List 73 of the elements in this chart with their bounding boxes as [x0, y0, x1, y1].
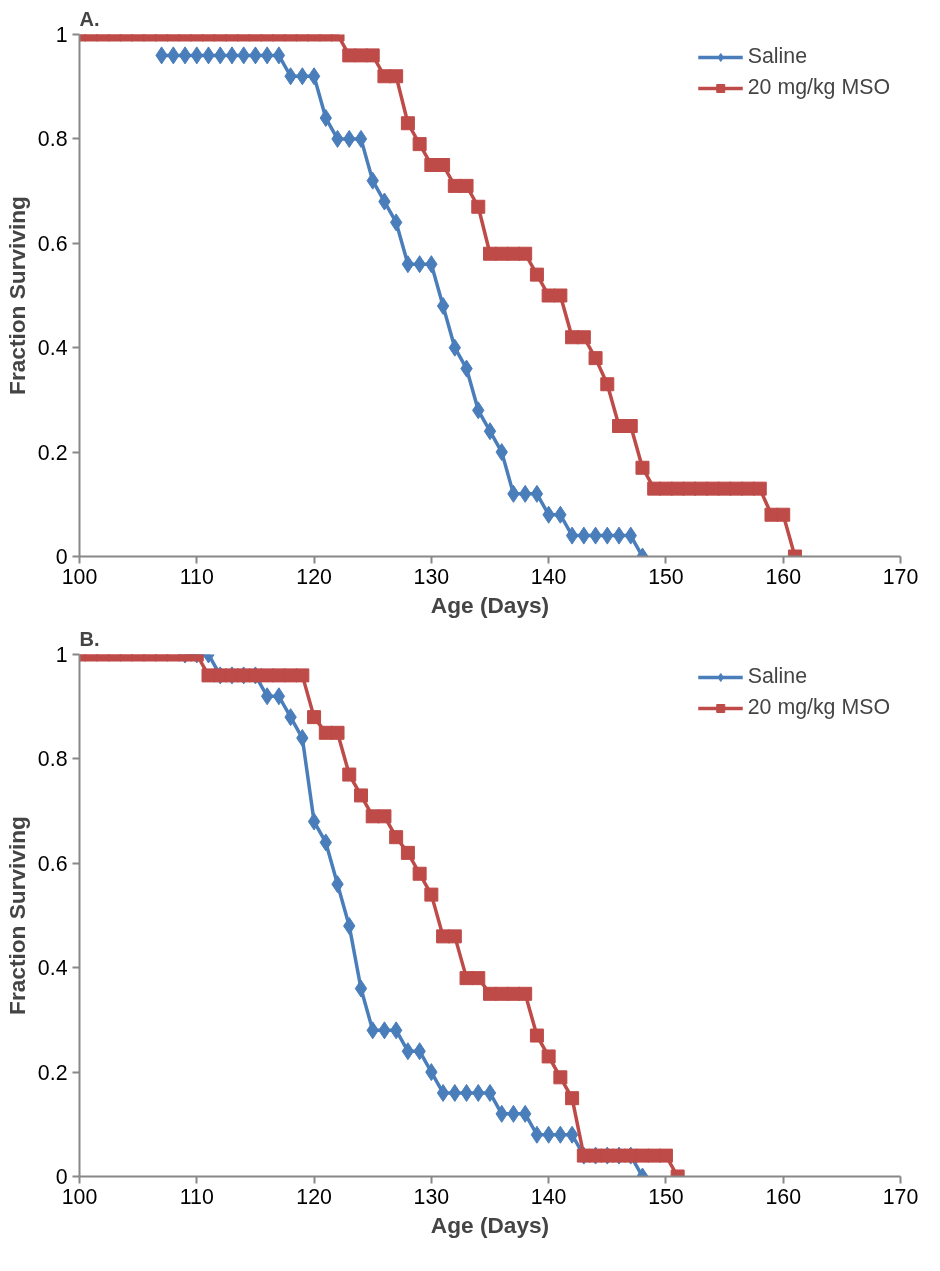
legend-label: Saline	[747, 664, 808, 689]
point	[565, 526, 579, 545]
point	[330, 725, 345, 740]
point	[424, 887, 439, 902]
x-tick-label: 150	[648, 1184, 684, 1209]
point	[354, 129, 368, 148]
y-tick-label: 0.6	[37, 231, 68, 256]
point	[471, 971, 486, 986]
y-tick-label: 1	[55, 643, 68, 667]
point	[530, 484, 544, 503]
point	[260, 46, 274, 65]
point	[272, 687, 286, 706]
point	[401, 255, 415, 274]
x-tick-label: 130	[413, 1184, 450, 1209]
point	[447, 929, 462, 944]
x-tick-label: 130	[413, 564, 450, 589]
point	[260, 687, 274, 706]
point	[272, 46, 286, 65]
y-tick-label: 0.8	[37, 747, 68, 772]
point	[225, 46, 239, 65]
x-axis-title: Age (Days)	[430, 591, 550, 618]
x-tick-label: 110	[179, 1184, 214, 1209]
point	[307, 710, 322, 725]
x-tick-label: 140	[530, 564, 567, 589]
point	[353, 788, 368, 803]
point	[565, 1091, 580, 1106]
x-tick-label: 150	[648, 564, 684, 589]
point	[612, 526, 626, 545]
point	[436, 296, 450, 315]
y-tick-label: 0.4	[37, 956, 68, 981]
point	[483, 1083, 497, 1102]
x-axis-title: Age (Days)	[430, 1211, 550, 1238]
point	[529, 1028, 544, 1043]
point	[412, 866, 427, 881]
legend-label: Saline	[747, 44, 808, 69]
point	[295, 668, 310, 683]
point	[436, 1083, 450, 1102]
y-tick-label: 0.2	[37, 1060, 68, 1085]
x-tick-label: 170	[882, 1184, 919, 1209]
x-tick-label: 120	[296, 564, 332, 589]
y-tick-label: 0.6	[37, 851, 68, 876]
point	[377, 809, 392, 824]
chart-title: A.	[79, 7, 100, 30]
point	[541, 1049, 556, 1064]
point	[307, 67, 321, 86]
y-tick-label: 0.2	[37, 440, 68, 465]
point	[518, 986, 533, 1001]
point	[401, 1042, 415, 1061]
y-tick-label: 1	[55, 23, 68, 47]
point	[307, 812, 321, 831]
x-tick-label: 120	[296, 1184, 332, 1209]
point	[565, 1125, 579, 1144]
y-axis-title: Fraction Surviving	[3, 196, 30, 395]
point	[389, 830, 404, 845]
y-tick-label: 0.4	[37, 336, 68, 361]
legend-label: 20 mg/kg MSO	[747, 695, 890, 720]
point	[354, 979, 368, 998]
legend-label: 20 mg/kg MSO	[747, 75, 890, 100]
point	[658, 1148, 673, 1163]
chart-title: B.	[79, 627, 100, 650]
x-tick-label: 160	[765, 564, 802, 589]
x-tick-label: 110	[179, 564, 214, 589]
point	[178, 46, 192, 65]
point	[553, 1070, 568, 1085]
point	[530, 1125, 544, 1144]
x-tick-label: 160	[765, 1184, 802, 1209]
point	[342, 767, 357, 782]
point	[400, 845, 415, 860]
y-axis-title: Fraction Surviving	[3, 816, 30, 1015]
point	[483, 422, 497, 441]
x-tick-label: 140	[530, 1184, 567, 1209]
y-tick-label: 0.8	[37, 127, 68, 152]
x-tick-label: 170	[882, 564, 919, 589]
